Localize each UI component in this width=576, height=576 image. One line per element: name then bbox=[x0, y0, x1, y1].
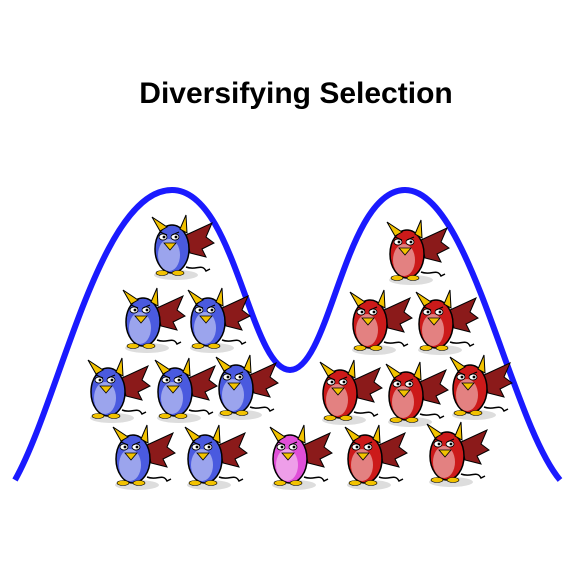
fitness-curve bbox=[12, 186, 563, 482]
title: Diversifying Selection bbox=[139, 77, 452, 110]
intermediate-individual bbox=[269, 424, 333, 491]
blue-population bbox=[87, 214, 279, 491]
